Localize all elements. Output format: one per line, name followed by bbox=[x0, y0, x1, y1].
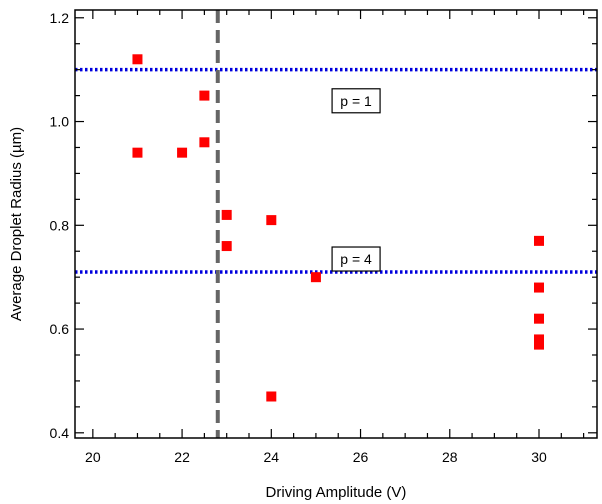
x-axis-label: Driving Amplitude (V) bbox=[266, 484, 407, 501]
axis-ticks bbox=[75, 10, 597, 438]
x-tick-label: 20 bbox=[85, 449, 101, 465]
y-tick-label: 1.0 bbox=[50, 114, 70, 130]
annotation-box bbox=[331, 246, 381, 272]
data-markers bbox=[132, 54, 544, 402]
y-tick-label: 0.4 bbox=[50, 425, 70, 441]
annotation-box bbox=[331, 88, 381, 114]
data-point bbox=[266, 215, 277, 226]
x-tick-label: 26 bbox=[353, 449, 369, 465]
data-point bbox=[534, 235, 544, 246]
x-tick-label: 28 bbox=[442, 449, 458, 465]
x-tick-label: 24 bbox=[264, 449, 280, 465]
annotation-label: p = 4 bbox=[340, 251, 372, 267]
data-point bbox=[221, 209, 232, 220]
data-point bbox=[177, 147, 188, 158]
data-point bbox=[132, 147, 143, 158]
data-point bbox=[132, 54, 143, 65]
tick-labels: 20 22 24 26 28 30 0.4 0.6 0.8 1.0 1.2 bbox=[50, 10, 547, 465]
data-point bbox=[199, 137, 210, 148]
y-axis-label: Average Droplet Radius (µm) bbox=[8, 127, 25, 321]
y-tick-label: 0.6 bbox=[50, 321, 70, 337]
data-point bbox=[266, 391, 277, 402]
data-point bbox=[199, 90, 210, 101]
y-tick-label: 0.8 bbox=[50, 217, 70, 233]
data-point bbox=[534, 313, 544, 324]
data-point bbox=[310, 272, 321, 283]
data-point bbox=[534, 282, 544, 293]
data-point bbox=[534, 339, 544, 350]
reference-lines bbox=[75, 10, 597, 438]
x-tick-label: 30 bbox=[531, 449, 547, 465]
plot-frame bbox=[74, 9, 598, 439]
annotations: p = 1 p = 4 bbox=[331, 88, 381, 272]
data-point bbox=[221, 241, 232, 252]
x-tick-label: 22 bbox=[174, 449, 190, 465]
y-tick-label: 1.2 bbox=[50, 10, 70, 26]
data-point bbox=[534, 334, 544, 345]
annotation-label: p = 1 bbox=[340, 93, 372, 109]
